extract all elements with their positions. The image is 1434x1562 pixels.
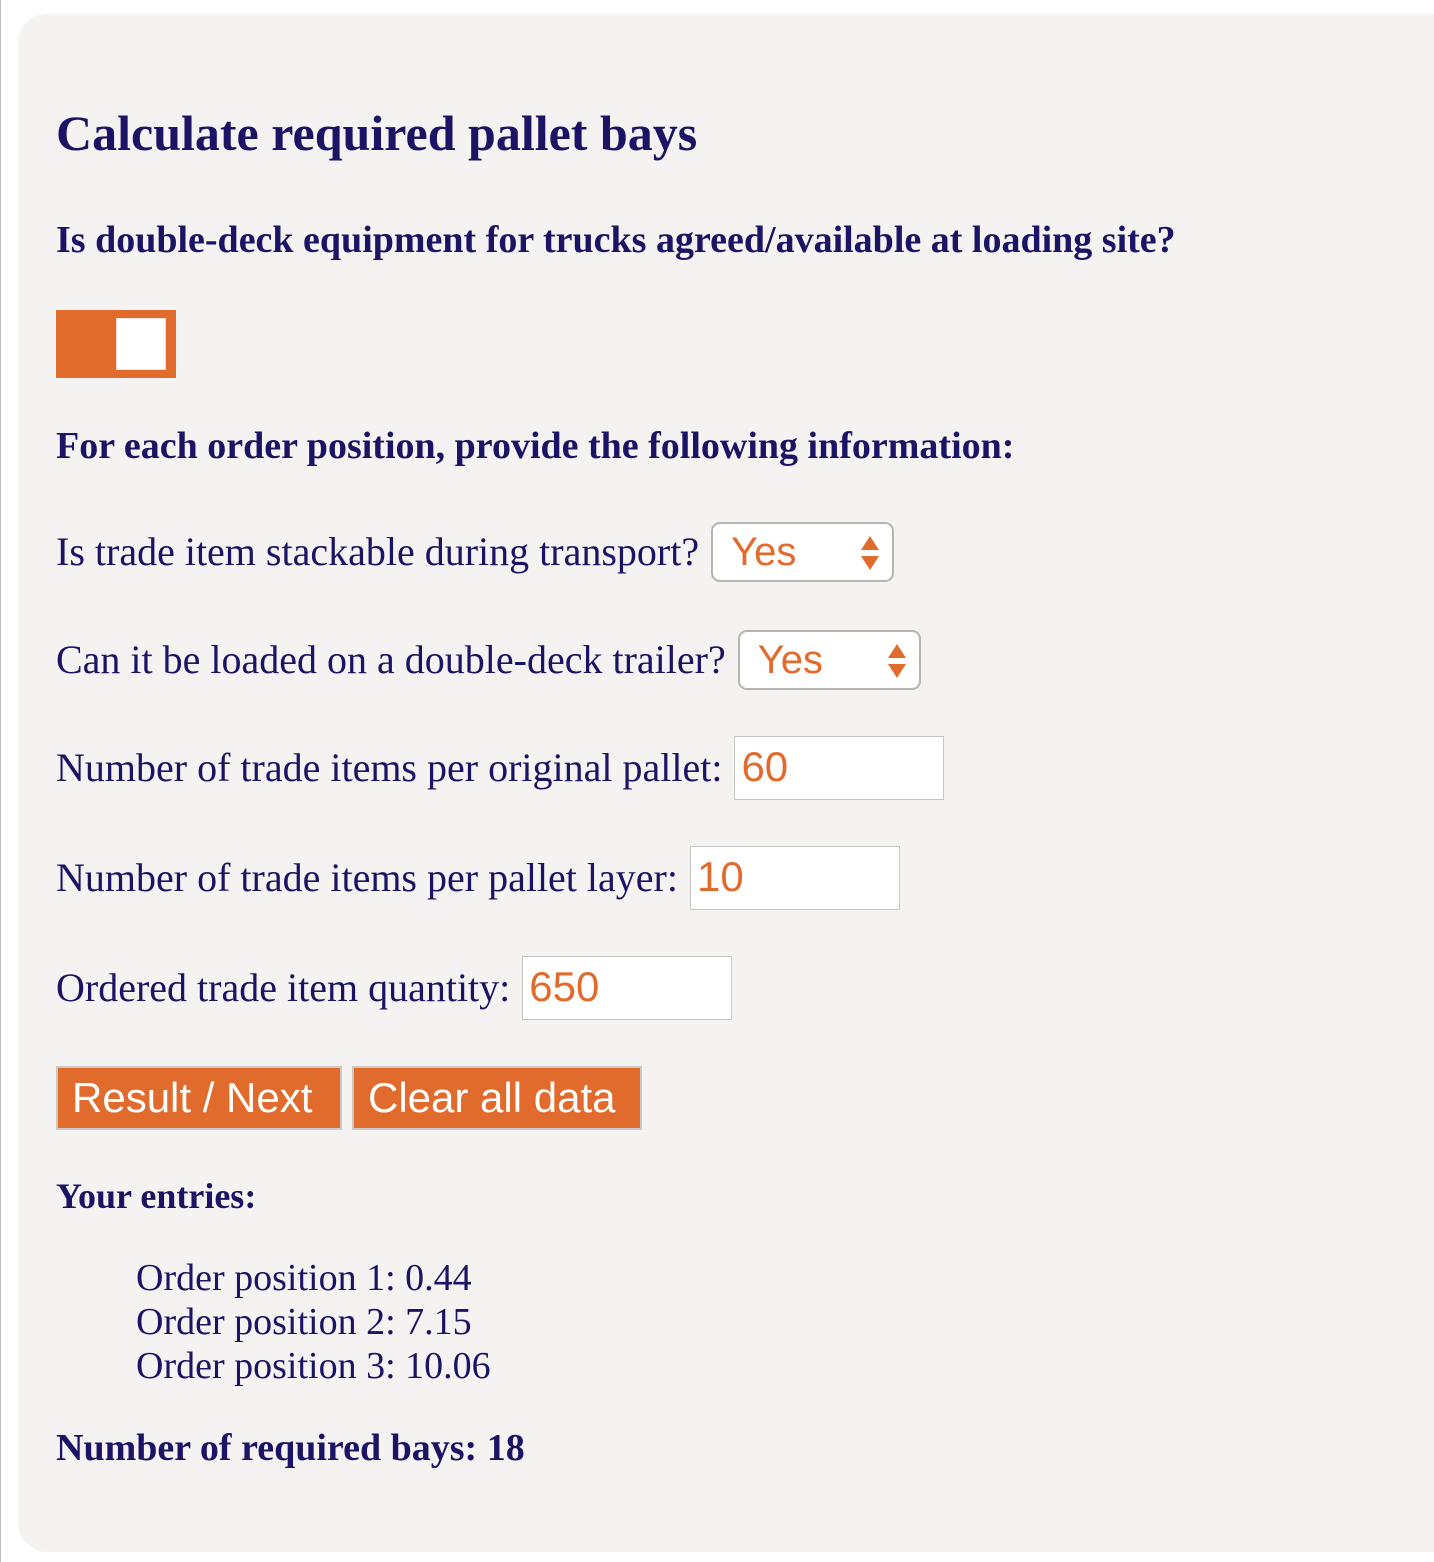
- items-per-pallet-label: Number of trade items per original palle…: [56, 745, 723, 790]
- result-next-button[interactable]: Result / Next: [56, 1066, 342, 1130]
- double-deck-trailer-select-value: Yes: [757, 638, 823, 682]
- ordered-quantity-row: Ordered trade item quantity: 650: [56, 956, 733, 1020]
- list-item: Order position 1: 0.44: [136, 1257, 472, 1299]
- double-deck-trailer-select[interactable]: Yes: [737, 630, 921, 690]
- double-deck-trailer-row: Can it be loaded on a double-deck traile…: [56, 628, 921, 692]
- list-item: Order position 2: 7.15: [136, 1301, 472, 1343]
- items-per-layer-input[interactable]: 10: [689, 846, 900, 910]
- double-deck-toggle[interactable]: [56, 310, 176, 378]
- double-deck-trailer-label: Can it be loaded on a double-deck traile…: [56, 637, 726, 682]
- page-title: Calculate required pallet bays: [56, 105, 698, 161]
- items-per-pallet-input[interactable]: 60: [734, 736, 945, 800]
- stackable-select[interactable]: Yes: [711, 522, 895, 582]
- items-per-layer-row: Number of trade items per pallet layer: …: [56, 846, 900, 910]
- select-arrows-icon: [887, 644, 906, 678]
- items-per-pallet-row: Number of trade items per original palle…: [56, 736, 945, 800]
- stackable-row: Is trade item stackable during transport…: [56, 520, 895, 584]
- entries-list: Order position 1: 0.44 Order position 2:…: [136, 1256, 491, 1388]
- clear-all-button[interactable]: Clear all data: [352, 1066, 642, 1130]
- double-deck-question: Is double-deck equipment for trucks agre…: [56, 219, 1176, 261]
- list-item: Order position 3: 10.06: [136, 1345, 491, 1387]
- required-bays-result: Number of required bays: 18: [56, 1427, 525, 1469]
- ordered-quantity-label: Ordered trade item quantity:: [56, 965, 511, 1010]
- window-left-border: [0, 0, 1, 1562]
- select-arrows-icon: [861, 536, 880, 570]
- items-per-layer-label: Number of trade items per pallet layer:: [56, 855, 678, 900]
- ordered-quantity-input[interactable]: 650: [522, 956, 733, 1020]
- toggle-knob: [116, 318, 166, 370]
- stackable-select-value: Yes: [731, 530, 797, 574]
- calculator-panel: [18, 14, 1434, 1552]
- stackable-label: Is trade item stackable during transport…: [56, 529, 700, 574]
- instructions-heading: For each order position, provide the fol…: [56, 425, 1015, 467]
- entries-title: Your entries:: [56, 1176, 257, 1216]
